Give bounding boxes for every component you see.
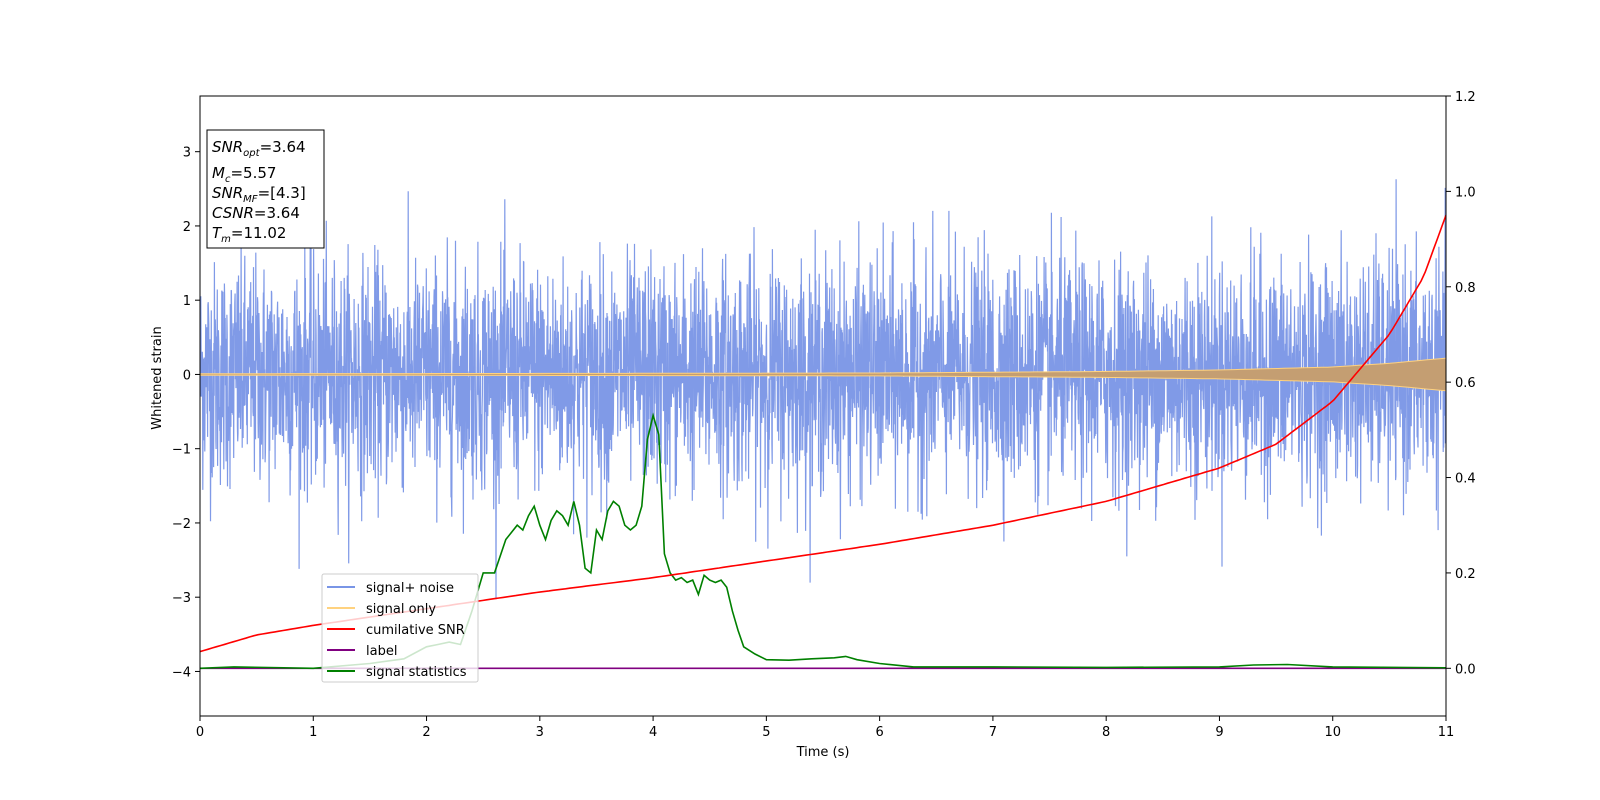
info-mc: Mc=5.57 xyxy=(212,164,276,185)
y-axis-left: −4 −3 −2 −1 0 1 2 3 xyxy=(172,146,200,680)
plot-frame xyxy=(199,95,1447,717)
y-left-tick-label: 2 xyxy=(183,220,191,235)
legend-label: cumilative SNR xyxy=(366,623,465,638)
x-axis: 0 1 2 3 4 5 6 7 8 9 10 11 xyxy=(196,716,1454,740)
x-tick-label: 6 xyxy=(875,725,883,740)
info-box-frame xyxy=(206,129,325,249)
y-left-tick-label: −3 xyxy=(172,591,191,606)
x-tick-label: 1 xyxy=(309,725,317,740)
x-tick-label: 0 xyxy=(196,725,204,740)
info-box: SNRopt=3.64 Mc=5.57 SNRMF=[4.3] CSNR=3.6… xyxy=(206,129,325,249)
info-tm: Tm=11.02 xyxy=(212,224,286,245)
y-right-tick-label: 0.2 xyxy=(1455,567,1476,582)
legend-label: signal+ noise xyxy=(366,581,454,596)
x-tick-label: 4 xyxy=(649,725,657,740)
y-left-tick-label: −4 xyxy=(172,665,191,680)
info-csnr: CSNR=3.64 xyxy=(212,204,300,222)
y-right-tick-label: 1.0 xyxy=(1455,185,1476,200)
legend-label: signal statistics xyxy=(366,665,467,680)
x-axis-label: Time (s) xyxy=(796,745,850,760)
signal-statistics-line xyxy=(200,412,1446,670)
y-right-tick-label: 0.6 xyxy=(1455,376,1476,391)
x-tick-label: 11 xyxy=(1438,725,1455,740)
signal-noise-series xyxy=(200,179,1446,600)
y-right-tick-label: 0.4 xyxy=(1455,472,1476,487)
y-left-tick-label: 1 xyxy=(183,294,191,309)
y-left-tick-label: 0 xyxy=(183,368,191,383)
x-tick-label: 5 xyxy=(762,725,770,740)
x-tick-label: 3 xyxy=(536,725,544,740)
x-tick-label: 8 xyxy=(1102,725,1110,740)
legend-label: label xyxy=(366,644,397,659)
x-tick-label: 10 xyxy=(1324,725,1341,740)
y-right-tick-label: 0.0 xyxy=(1455,662,1476,677)
legend-label: signal only xyxy=(366,602,436,617)
signal-only-band xyxy=(200,357,1446,392)
y-right-tick-label: 1.2 xyxy=(1455,90,1476,105)
y-axis-right: 0.0 0.2 0.4 0.6 0.8 1.0 1.2 xyxy=(1446,90,1476,677)
info-snr-opt: SNRopt=3.64 xyxy=(212,138,306,159)
x-tick-label: 7 xyxy=(989,725,997,740)
y-left-tick-label: −1 xyxy=(172,443,191,458)
info-snr-mf: SNRMF=[4.3] xyxy=(212,184,306,205)
legend-frame xyxy=(321,573,479,683)
y-left-tick-label: 3 xyxy=(183,146,191,161)
x-tick-label: 2 xyxy=(422,725,430,740)
y-right-tick-label: 0.8 xyxy=(1455,281,1476,296)
signal-noise-line xyxy=(200,179,1446,600)
y-left-tick-label: −2 xyxy=(172,517,191,532)
legend: signal+ noise signal only cumilative SNR la… xyxy=(321,573,479,683)
signal-only-series xyxy=(200,357,1446,392)
x-tick-label: 9 xyxy=(1215,725,1223,740)
y-axis-label: Whitened strain xyxy=(150,326,165,429)
